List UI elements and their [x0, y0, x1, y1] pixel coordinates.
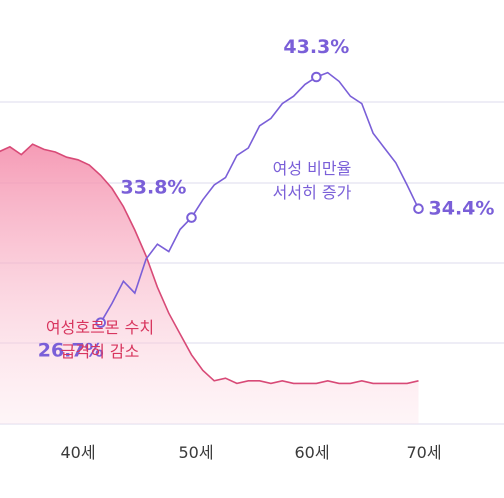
obesity-markers — [95, 71, 424, 328]
hormone-area — [0, 144, 419, 424]
hormone-line — [0, 143, 419, 385]
annotation-line: 여성 비만율 — [273, 159, 352, 178]
x-tick-label: 40세 — [60, 443, 95, 462]
value-label: 26.7% — [38, 340, 104, 362]
x-tick-label: 50세 — [178, 443, 213, 462]
annotation-line: 서서히 증가 — [273, 183, 352, 202]
value-label: 43.3% — [283, 36, 349, 58]
x-tick-label: 60세 — [294, 443, 329, 462]
x-tick-label: 70세 — [406, 443, 441, 462]
annotation-line: 급격히 감소 — [61, 342, 140, 361]
value-label: 34.4% — [429, 198, 495, 220]
value-labels: 26.7% 33.8% 43.3% 34.4% — [38, 36, 495, 362]
annotation-line: 여성호르몬 수치 — [46, 318, 154, 337]
data-point-marker — [95, 317, 106, 328]
x-axis-ticks: 40세 50세 60세 70세 — [60, 443, 441, 462]
data-point-marker — [413, 203, 424, 215]
value-label: 33.8% — [121, 177, 187, 199]
data-point-marker — [311, 71, 322, 83]
data-point-marker — [186, 212, 197, 223]
obesity-line — [100, 71, 420, 324]
